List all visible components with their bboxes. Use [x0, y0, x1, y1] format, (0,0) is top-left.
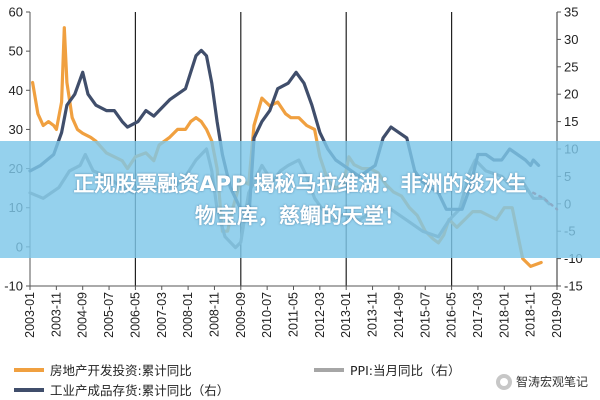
right-axis-tick-label: 25: [564, 59, 578, 74]
left-axis-tick-label: 50: [9, 44, 23, 59]
x-axis-tick-label: 2017-03: [471, 292, 485, 338]
banner-title-line-2: 物宝库，慈鲷的天堂！: [195, 203, 405, 228]
right-axis-tick-label: 15: [564, 114, 578, 129]
x-axis-tick-label: 2013-11: [366, 292, 380, 337]
x-axis-tick-label: 2013-01: [339, 292, 353, 338]
left-axis-tick-label: -10: [4, 279, 23, 294]
x-axis-tick-label: 2011-05: [287, 292, 301, 337]
x-axis-tick-label: 2003-11: [49, 292, 63, 337]
legend-swatch-navy: [14, 387, 44, 392]
x-axis-tick-label: 2014-09: [392, 292, 406, 338]
x-axis-tick-label: 2019-09: [550, 292, 564, 338]
legend-item-inventory: 工业产成品存货:累计同比（右）: [14, 380, 229, 399]
x-axis-tick-label: 2003-01: [23, 292, 37, 338]
legend-item-real-estate: 房地产开发投资:累计同比: [14, 360, 192, 379]
article-title-banner[interactable]: 正规股票融资APP 揭秘马拉维湖：非洲的淡水生 物宝库，慈鲷的天堂！: [0, 141, 600, 258]
x-axis-tick-label: 2018-11: [524, 292, 538, 337]
x-axis-tick-label: 2006-05: [128, 292, 142, 338]
x-axis-tick-label: 2018-01: [497, 292, 511, 338]
watermark-text: 智涛宏观笔记: [515, 375, 588, 389]
left-axis-tick-label: 40: [9, 83, 23, 98]
legend-label: PPI:当月同比（右）: [350, 363, 461, 378]
x-axis-tick-label: 2010-07: [260, 292, 274, 338]
legend-swatch-orange: [14, 367, 44, 372]
x-axis-tick-label: 2008-01: [181, 292, 195, 338]
x-axis-tick-label: 2016-05: [445, 292, 459, 338]
right-axis-tick-label: 20: [564, 87, 578, 102]
x-axis-tick-label: 2005-07: [102, 292, 116, 338]
legend-label: 房地产开发投资:累计同比: [50, 363, 192, 378]
right-axis-tick-label: 35: [564, 5, 578, 20]
x-axis-tick-label: 2012-03: [313, 292, 327, 338]
x-axis-tick-label: 2009-09: [234, 292, 248, 338]
legend-label: 工业产成品存货:累计同比（右）: [50, 383, 230, 398]
x-axis-tick-label: 2004-09: [76, 292, 90, 338]
banner-title-line-1: 正规股票融资APP 揭秘马拉维湖：非洲的淡水生: [73, 171, 527, 196]
right-axis-tick-label: 30: [564, 32, 578, 47]
wechat-logo-icon: [495, 373, 512, 390]
x-axis-tick-label: 2015-07: [418, 292, 432, 338]
left-axis-tick-label: 30: [9, 122, 23, 137]
left-axis-tick-label: 60: [9, 5, 23, 20]
right-axis-tick-label: -15: [564, 279, 583, 294]
x-axis-tick-label: 2007-03: [155, 292, 169, 338]
x-axis-tick-label: 2008-11: [207, 292, 221, 337]
source-watermark: 智涛宏观笔记: [495, 373, 588, 390]
legend-swatch-gray: [314, 367, 344, 372]
legend-item-ppi: PPI:当月同比（右）: [314, 360, 460, 379]
